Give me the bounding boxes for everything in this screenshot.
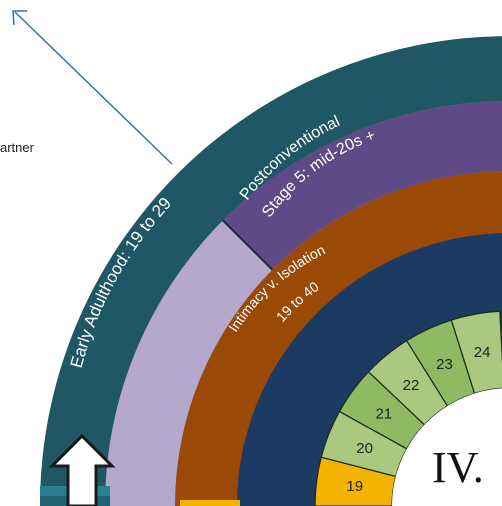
side-note: artner: [0, 140, 35, 155]
ring-postconventional: [222, 101, 502, 270]
age-label-23: 23: [436, 356, 453, 373]
up-arrow-icon: [48, 433, 116, 506]
ring-divider: [222, 219, 274, 271]
center-disc: [392, 388, 502, 506]
pointer-arrow: [12, 10, 173, 165]
yellow-strip: [180, 500, 240, 506]
center-numeral: IV.: [432, 443, 484, 492]
age-sectors: 19 20 21 22 23 24: [314, 310, 502, 506]
age-label-21: 21: [375, 405, 392, 422]
age-label-24: 24: [474, 344, 491, 361]
age-label-22: 22: [403, 377, 420, 394]
age-label-20: 20: [356, 440, 373, 457]
age-label-19: 19: [346, 478, 363, 495]
